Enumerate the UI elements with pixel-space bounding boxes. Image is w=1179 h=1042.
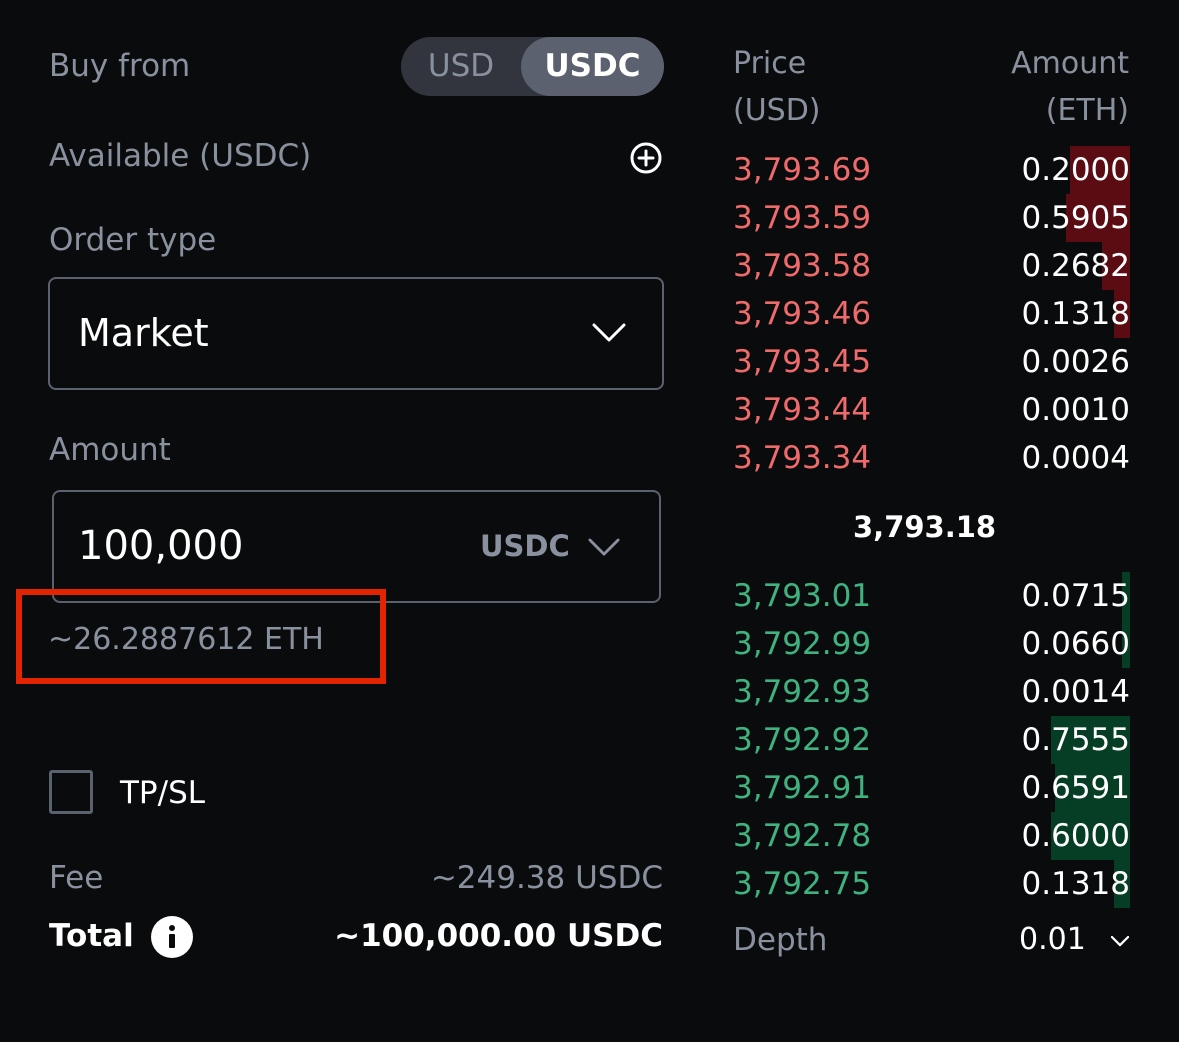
currency-toggle[interactable]: USD USDC	[401, 37, 664, 96]
depth-label: Depth	[733, 922, 828, 958]
ask-price: 3,793.45	[733, 344, 872, 380]
order-type-select[interactable]: Market	[48, 277, 664, 390]
toggle-option-usdc[interactable]: USDC	[521, 37, 664, 96]
eth-estimate: ~26.2887612 ETH	[48, 622, 324, 657]
chevron-down-icon[interactable]	[1111, 936, 1129, 947]
total-value: ~100,000.00 USDC	[334, 918, 663, 954]
order-tab-partial	[49, 1012, 139, 1042]
amount-currency-select[interactable]: USDC	[480, 529, 570, 563]
bid-amount: 0.0715	[1021, 578, 1130, 614]
bid-price: 3,792.91	[733, 770, 872, 806]
amount-value[interactable]: 100,000	[78, 523, 244, 569]
order-type-label: Order type	[49, 222, 217, 258]
chevron-down-icon	[592, 323, 626, 342]
ask-amount: 0.2682	[1021, 248, 1130, 284]
ask-row[interactable]: 3,793.34 0.0004	[733, 434, 1130, 482]
fee-label: Fee	[49, 860, 104, 896]
ask-price: 3,793.34	[733, 440, 872, 476]
plus-circle-icon[interactable]	[630, 142, 662, 174]
ask-price: 3,793.46	[733, 296, 872, 332]
depth-bar	[1102, 242, 1130, 290]
depth-bar	[1051, 812, 1130, 860]
amount-input[interactable]: 100,000 USDC	[52, 490, 661, 603]
depth-bar	[1066, 194, 1130, 242]
bid-row[interactable]: 3,792.93 0.0014	[733, 668, 1130, 716]
bid-row[interactable]: 3,792.91 0.6591	[733, 764, 1130, 812]
ask-price: 3,793.69	[733, 152, 872, 188]
mid-price: 3,793.18	[853, 510, 997, 544]
bid-row[interactable]: 3,792.78 0.6000	[733, 812, 1130, 860]
ask-row[interactable]: 3,793.59 0.5905	[733, 194, 1130, 242]
chevron-down-icon[interactable]	[588, 538, 620, 557]
amount-label: Amount	[49, 432, 171, 468]
bid-price: 3,792.75	[733, 866, 872, 902]
ask-row[interactable]: 3,793.45 0.0026	[733, 338, 1130, 386]
bid-price: 3,792.93	[733, 674, 872, 710]
depth-bar	[1122, 620, 1130, 668]
price-header-line2: (USD)	[733, 93, 821, 128]
ask-row[interactable]: 3,793.58 0.2682	[733, 242, 1130, 290]
available-label: Available (USDC)	[49, 138, 312, 174]
depth-select[interactable]: 0.01	[1019, 922, 1086, 957]
bid-price: 3,792.92	[733, 722, 872, 758]
bid-row[interactable]: 3,793.01 0.0715	[733, 572, 1130, 620]
amount-header-line1: Amount	[1011, 46, 1129, 81]
ask-amount: 0.0026	[1021, 344, 1130, 380]
buy-from-label: Buy from	[49, 48, 191, 84]
ask-amount: 0.5905	[1021, 200, 1130, 236]
depth-bar	[1122, 572, 1130, 620]
order-type-value: Market	[78, 311, 209, 355]
price-header: Price (USD)	[733, 40, 821, 134]
bid-amount: 0.0014	[1021, 674, 1130, 710]
tpsl-label: TP/SL	[120, 775, 206, 811]
ask-amount: 0.1318	[1021, 296, 1130, 332]
fee-value: ~249.38 USDC	[430, 860, 663, 896]
amount-header: Amount (ETH)	[1011, 40, 1129, 134]
ask-price: 3,793.59	[733, 200, 872, 236]
depth-bar	[1114, 860, 1130, 908]
ask-row[interactable]: 3,793.69 0.2000	[733, 146, 1130, 194]
ask-row[interactable]: 3,793.46 0.1318	[733, 290, 1130, 338]
info-icon[interactable]	[151, 916, 193, 958]
ask-price: 3,793.44	[733, 392, 872, 428]
total-label: Total	[49, 918, 134, 954]
bid-amount: 0.6000	[1021, 818, 1130, 854]
ask-amount: 0.0004	[1021, 440, 1130, 476]
depth-bar	[1051, 716, 1130, 764]
bid-row[interactable]: 3,792.75 0.1318	[733, 860, 1130, 908]
amount-header-line2: (ETH)	[1045, 93, 1129, 128]
bid-price: 3,793.01	[733, 578, 872, 614]
bid-row[interactable]: 3,792.99 0.0660	[733, 620, 1130, 668]
bid-amount: 0.7555	[1021, 722, 1130, 758]
highlight-box	[16, 589, 386, 684]
bid-row[interactable]: 3,792.92 0.7555	[733, 716, 1130, 764]
ask-amount: 0.0010	[1021, 392, 1130, 428]
ask-row[interactable]: 3,793.44 0.0010	[733, 386, 1130, 434]
ask-price: 3,793.58	[733, 248, 872, 284]
ask-amount: 0.2000	[1021, 152, 1130, 188]
depth-bar	[1055, 764, 1130, 812]
bid-amount: 0.1318	[1021, 866, 1130, 902]
bid-price: 3,792.78	[733, 818, 872, 854]
price-header-line1: Price	[733, 46, 807, 81]
bid-amount: 0.6591	[1021, 770, 1130, 806]
tpsl-checkbox[interactable]	[49, 770, 93, 814]
depth-bar	[1114, 290, 1130, 338]
bid-amount: 0.0660	[1021, 626, 1130, 662]
toggle-option-usd[interactable]: USD	[427, 48, 495, 84]
bid-price: 3,792.99	[733, 626, 872, 662]
depth-bar	[1070, 146, 1130, 194]
